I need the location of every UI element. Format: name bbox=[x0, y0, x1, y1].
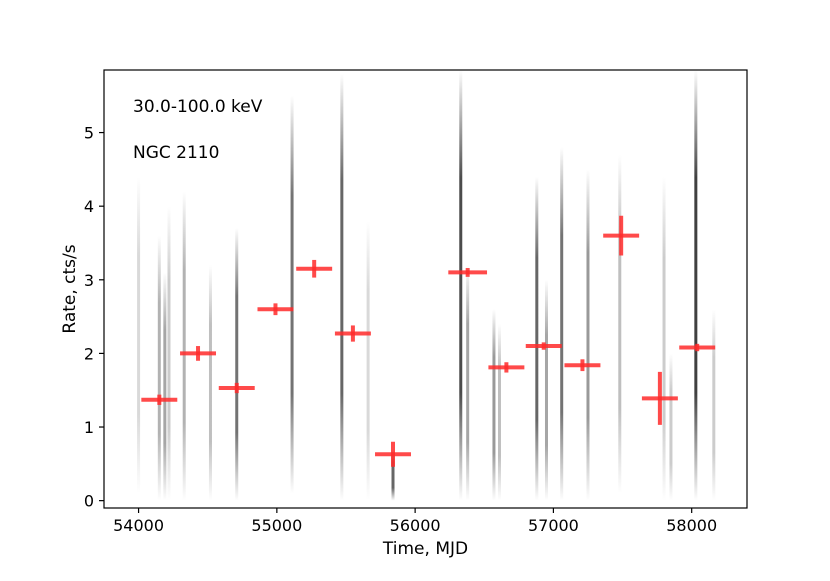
data-point-1 bbox=[180, 346, 217, 361]
x-axis-label: Time, MJD bbox=[382, 539, 468, 559]
x-tick-label-2: 56000 bbox=[390, 516, 441, 535]
streak-16 bbox=[544, 279, 548, 501]
streak-5 bbox=[208, 265, 212, 501]
y-tick-label-3: 3 bbox=[84, 271, 94, 290]
data-point-7 bbox=[448, 268, 488, 277]
streak-6 bbox=[235, 228, 239, 501]
annotation-energy-band: 30.0-100.0 keV bbox=[133, 97, 263, 117]
streak-10 bbox=[391, 449, 395, 501]
streak-13 bbox=[492, 309, 496, 501]
x-tick-label-1: 55000 bbox=[251, 516, 302, 535]
errorbar-layer bbox=[141, 215, 716, 467]
y-tick-label-1: 1 bbox=[84, 418, 94, 437]
streak-12 bbox=[466, 265, 470, 501]
streak-3 bbox=[167, 206, 171, 501]
streak-0 bbox=[137, 176, 141, 494]
streak-22 bbox=[694, 70, 698, 501]
data-point-0 bbox=[141, 394, 178, 405]
streak-17 bbox=[560, 147, 564, 501]
streak-1 bbox=[157, 235, 161, 501]
streak-2 bbox=[163, 272, 167, 501]
streak-8 bbox=[340, 73, 344, 501]
data-point-9 bbox=[525, 342, 562, 350]
y-tick-label-2: 2 bbox=[84, 344, 94, 363]
streak-11 bbox=[459, 70, 463, 501]
data-point-4 bbox=[296, 259, 333, 278]
y-tick-label-0: 0 bbox=[84, 492, 94, 511]
streak-4 bbox=[182, 191, 186, 501]
x-tick-label-4: 58000 bbox=[666, 516, 717, 535]
x-tick-label-3: 57000 bbox=[528, 516, 579, 535]
data-point-3 bbox=[257, 303, 294, 316]
streak-20 bbox=[662, 176, 666, 501]
streak-7 bbox=[290, 95, 294, 494]
data-point-13 bbox=[679, 343, 716, 352]
streak-14 bbox=[497, 323, 501, 501]
annotation-source-name: NGC 2110 bbox=[133, 143, 219, 163]
data-point-8 bbox=[488, 362, 525, 373]
streak-21 bbox=[669, 353, 673, 501]
data-point-11 bbox=[603, 215, 640, 256]
y-axis: 0 1 2 3 4 5 bbox=[84, 124, 104, 511]
streak-15 bbox=[535, 176, 539, 501]
streak-19 bbox=[618, 154, 622, 494]
data-point-2 bbox=[218, 382, 255, 394]
data-point-5 bbox=[334, 325, 371, 342]
data-point-6 bbox=[375, 441, 411, 467]
streak-9 bbox=[366, 220, 370, 501]
data-point-12 bbox=[641, 371, 678, 425]
streak-layer bbox=[137, 70, 716, 501]
streak-18 bbox=[586, 169, 590, 501]
x-tick-label-0: 54000 bbox=[113, 516, 164, 535]
streak-23 bbox=[712, 309, 716, 501]
plot-frame bbox=[103, 69, 748, 509]
y-tick-label-5: 5 bbox=[84, 124, 94, 143]
y-axis-label: Rate, cts/s bbox=[60, 244, 80, 333]
data-point-10 bbox=[564, 359, 601, 372]
y-tick-label-4: 4 bbox=[84, 197, 94, 216]
x-axis: 54000 55000 56000 57000 58000 bbox=[113, 508, 717, 535]
